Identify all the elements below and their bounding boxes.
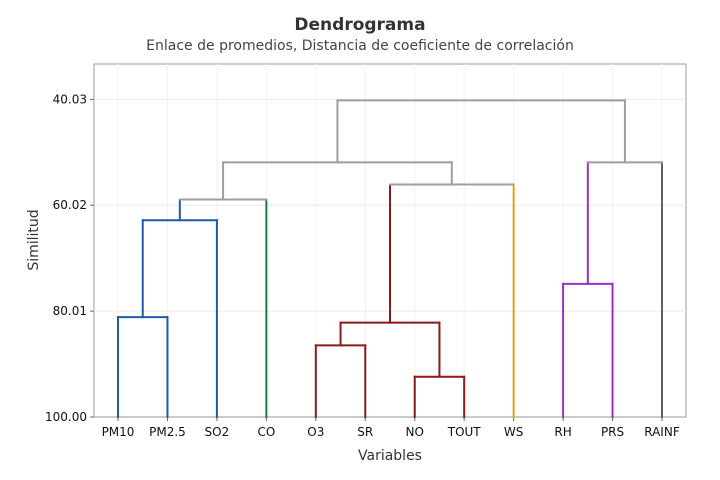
y-tick-label: 80.01 [53,304,87,318]
x-tick-label: SO2 [205,425,230,439]
x-tick-label: WS [504,425,523,439]
x-tick-label: RH [554,425,571,439]
y-tick-label: 60.02 [53,198,87,212]
chart-subtitle: Enlace de promedios, Distancia de coefic… [146,38,574,54]
y-tick-label: 100.00 [45,410,87,424]
y-tick-label: 40.03 [53,92,87,106]
chart-title: Dendrograma [294,15,425,35]
x-tick-label: O3 [307,425,324,439]
x-tick-label: CO [257,425,275,439]
x-tick-label: RAINF [644,425,680,439]
x-tick-label: SR [357,425,373,439]
x-tick-label: TOUT [447,425,482,439]
y-axis-ticks: 40.03 60.02 80.01 100.00 [45,92,94,424]
x-axis-label: Variables [358,448,422,464]
dendrogram-links [117,99,663,418]
x-tick-label: NO [406,425,424,439]
y-axis-label: Similitud [26,209,42,270]
x-tick-label: PM2.5 [149,425,186,439]
x-tick-label: PM10 [102,425,135,439]
x-axis-ticks: PM10 PM2.5 SO2 CO O3 SR NO TOUT WS RH PRS RAINF [102,417,680,439]
plot-area-border [93,63,687,418]
x-tick-label: PRS [601,425,624,439]
